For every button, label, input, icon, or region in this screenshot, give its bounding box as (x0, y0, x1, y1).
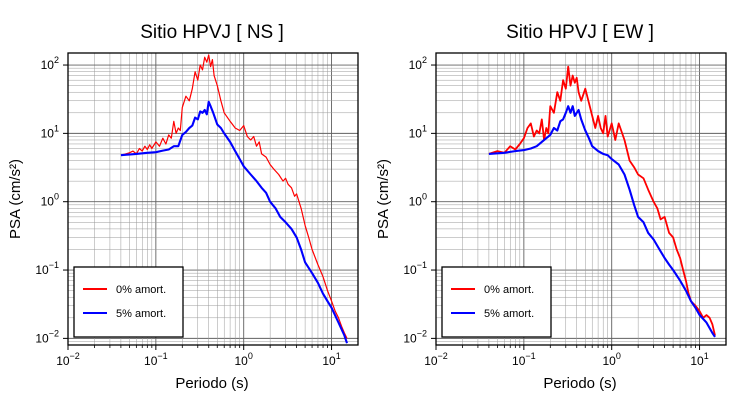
series-line-5-amort (120, 100, 348, 344)
x-tick-label: 10−2 (56, 351, 80, 368)
x-tick-label: 10−2 (424, 351, 448, 368)
x-tick-label: 100 (603, 351, 621, 368)
series-line-5-amort (488, 105, 716, 338)
y-tick-label: 100 (41, 192, 59, 209)
y-tick-label: 10−2 (403, 328, 427, 345)
chart-panel-0: 10−2 10−1 100 101 10−2 10−1 100 101 102 Sitio HPV… (7, 22, 359, 392)
series-line-0-amort (488, 65, 716, 336)
series-group (488, 65, 716, 338)
legend-label: 5% amort. (116, 308, 166, 320)
x-axis-label: Periodo (s) (175, 375, 248, 392)
legend-label: 0% amort. (116, 284, 166, 296)
legend-box (441, 266, 552, 338)
y-tick-label: 102 (409, 55, 427, 72)
legend-label: 5% amort. (484, 308, 534, 320)
y-tick-label: 101 (41, 123, 59, 140)
y-tick-label: 101 (409, 123, 427, 140)
series-group (120, 54, 348, 344)
x-tick-label: 101 (690, 351, 708, 368)
plot-frame (435, 52, 727, 346)
x-axis-label: Periodo (s) (543, 375, 616, 392)
y-axis-label: PSA (cm/s²) (375, 159, 392, 239)
y-tick-label: 102 (41, 55, 59, 72)
legend: 0% amort. 5% amort. (441, 266, 552, 338)
y-axis-label: PSA (cm/s²) (7, 159, 24, 239)
y-tick-label: 10−1 (35, 260, 59, 277)
legend-box (73, 266, 184, 338)
x-tick-label: 10−1 (512, 351, 536, 368)
x-tick-label: 101 (322, 351, 340, 368)
x-tick-label: 10−1 (144, 351, 168, 368)
y-tick-label: 10−2 (35, 328, 59, 345)
y-tick-label: 100 (409, 192, 427, 209)
legend: 0% amort. 5% amort. (73, 266, 184, 338)
chart-title: Sitio HPVJ [ EW ] (506, 22, 654, 43)
chart-panel-1: 10−2 10−1 100 101 10−2 10−1 100 101 102 Sitio HPV… (375, 22, 727, 392)
legend-label: 0% amort. (484, 284, 534, 296)
y-tick-label: 10−1 (403, 260, 427, 277)
x-tick-label: 100 (235, 351, 253, 368)
chart-title: Sitio HPVJ [ NS ] (140, 22, 284, 43)
plot-frame (67, 52, 359, 346)
series-line-0-amort (120, 54, 348, 339)
